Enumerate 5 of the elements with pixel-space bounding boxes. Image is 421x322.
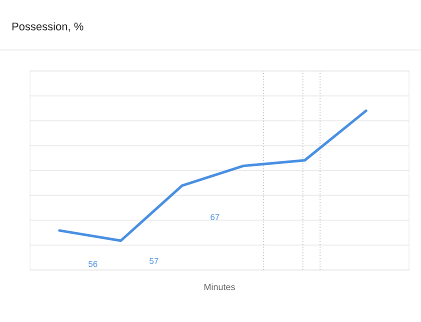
x-axis-title: Minutes — [204, 284, 235, 290]
annotation: 67 — [210, 214, 220, 220]
annotation: 57 — [150, 258, 158, 264]
annotation: 56 — [88, 261, 98, 268]
chart-title: Possession, % — [12, 22, 84, 32]
